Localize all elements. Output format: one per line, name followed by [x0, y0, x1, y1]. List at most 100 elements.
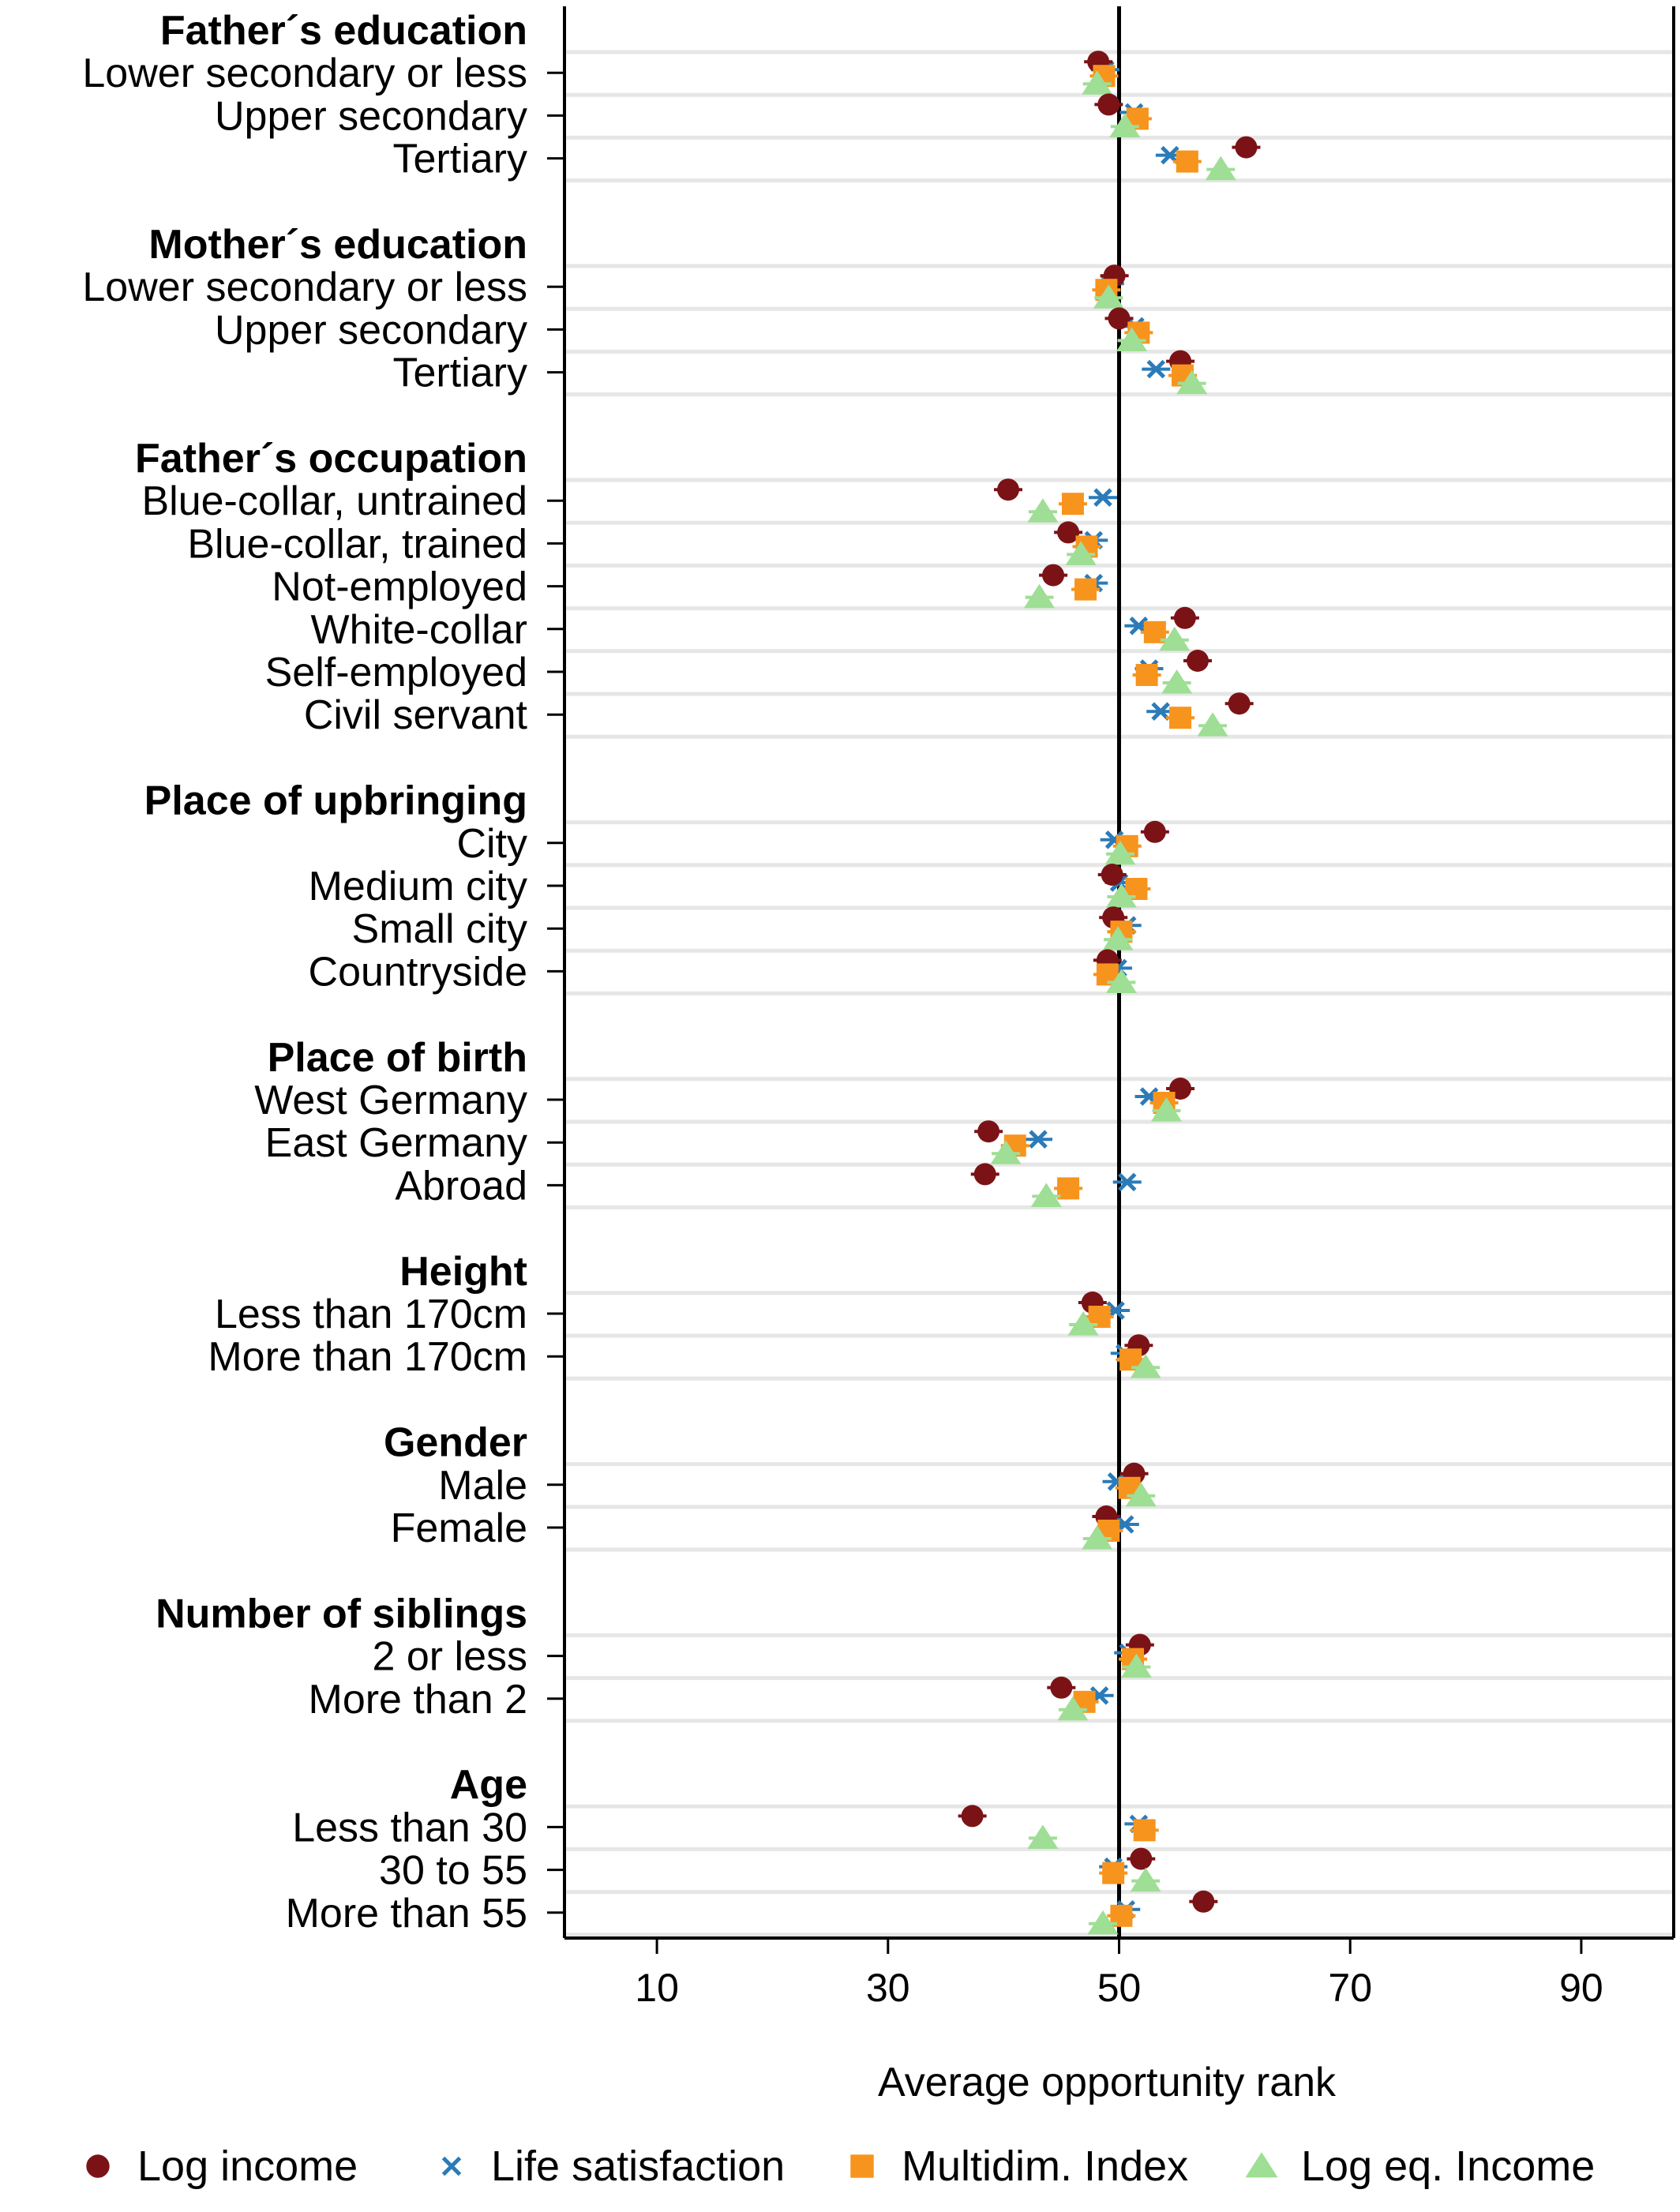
row-label-age-less-than-30: Less than 30 — [292, 1805, 527, 1850]
point-log-eq-income-place-of-birth-east-germany — [990, 1140, 1022, 1164]
row-label-father-s-occupation-civil-servant: Civil servant — [304, 692, 528, 738]
point-log-eq-income-height-less-than-170cm — [1067, 1311, 1099, 1336]
x-tick-label: 10 — [635, 1966, 679, 2010]
point-log-eq-income-age-more-than-55 — [1087, 1910, 1119, 1935]
row-label-father-s-education-upper-secondary: Upper secondary — [215, 93, 527, 139]
point-log-eq-income-father-s-occupation-blue-collar-untrained — [1027, 498, 1059, 523]
point-log-eq-income-place-of-birth-abroad — [1030, 1183, 1062, 1207]
row-label-father-s-occupation-not-employed: Not-employed — [272, 564, 527, 610]
point-multidim-index-age-30-to-55 — [1102, 1861, 1125, 1884]
point-log-eq-income-age-less-than-30 — [1027, 1824, 1059, 1849]
data-marks — [958, 51, 1261, 1935]
point-log-income-mother-s-education-upper-secondary — [1108, 307, 1131, 330]
group-title-mother-s-education: Mother´s education — [148, 222, 527, 268]
legend-label-multidim-index: Multidim. Index — [902, 2143, 1188, 2190]
point-multidim-index-father-s-education-tertiary — [1176, 150, 1198, 173]
row-label-place-of-upbringing-countryside: Countryside — [309, 949, 527, 995]
point-life-satisfaction-place-of-birth-abroad — [1117, 1172, 1137, 1192]
point-log-income-father-s-occupation-blue-collar-trained — [1057, 521, 1080, 544]
legend-label-log-eq-income: Log eq. Income — [1301, 2143, 1595, 2190]
legend-marker-log-eq-income — [1245, 2152, 1278, 2178]
point-log-eq-income-number-of-siblings-more-than-2 — [1057, 1696, 1089, 1721]
point-log-income-father-s-occupation-self-employed — [1187, 650, 1209, 672]
row-label-father-s-education-tertiary: Tertiary — [393, 137, 527, 182]
row-label-height-more-than-170cm: More than 170cm — [208, 1334, 527, 1380]
legend-marker-multidim-index — [850, 2154, 874, 2178]
row-label-height-less-than-170cm: Less than 170cm — [215, 1292, 527, 1337]
point-multidim-index-place-of-birth-abroad — [1057, 1177, 1080, 1200]
point-log-eq-income-number-of-siblings-2-or-less — [1120, 1653, 1153, 1678]
legend-label-life-satisfaction: Life satisfaction — [491, 2143, 785, 2190]
point-log-income-age-less-than-30 — [961, 1805, 984, 1828]
point-multidim-index-father-s-occupation-blue-collar-untrained — [1061, 493, 1084, 516]
point-log-eq-income-place-of-upbringing-countryside — [1105, 969, 1137, 993]
group-title-number-of-siblings: Number of siblings — [156, 1591, 527, 1637]
point-log-income-father-s-education-upper-secondary — [1097, 93, 1120, 116]
x-tick-label: 70 — [1328, 1966, 1372, 2010]
x-tick-label: 50 — [1097, 1966, 1142, 2010]
point-log-eq-income-age-30-to-55 — [1130, 1867, 1161, 1892]
group-title-father-s-occupation: Father´s occupation — [135, 436, 527, 482]
row-label-age-more-than-55: More than 55 — [286, 1891, 527, 1936]
row-label-place-of-birth-west-germany: West Germany — [254, 1078, 527, 1123]
x-axis-ticks: 10 30 50 70 90 — [635, 1938, 1603, 2010]
point-log-income-age-more-than-55 — [1192, 1890, 1215, 1913]
point-log-income-place-of-birth-east-germany — [977, 1120, 1000, 1143]
category-labels: Father´s education Lower secondary or les… — [82, 8, 527, 1936]
point-life-satisfaction-father-s-occupation-blue-collar-untrained — [1093, 488, 1112, 507]
group-title-place-of-birth: Place of birth — [268, 1035, 527, 1081]
point-log-eq-income-gender-female — [1082, 1525, 1113, 1550]
point-log-eq-income-father-s-occupation-self-employed — [1161, 669, 1193, 694]
legend: Log income Life satisfaction Multidim. Ind… — [86, 2143, 1595, 2190]
point-multidim-index-father-s-occupation-civil-servant — [1169, 707, 1192, 729]
point-log-income-father-s-occupation-not-employed — [1042, 564, 1065, 587]
group-title-height: Height — [399, 1249, 527, 1295]
row-label-father-s-occupation-blue-collar-untrained: Blue-collar, untrained — [141, 478, 527, 524]
point-log-eq-income-father-s-education-upper-secondary — [1109, 113, 1141, 137]
row-label-mother-s-education-lower-secondary-or-less: Lower secondary or less — [82, 264, 527, 310]
row-label-place-of-upbringing-medium-city: Medium city — [309, 864, 527, 909]
row-label-father-s-occupation-self-employed: Self-employed — [265, 650, 527, 695]
row-label-father-s-occupation-blue-collar-trained: Blue-collar, trained — [187, 521, 527, 567]
point-log-eq-income-place-of-birth-west-germany — [1150, 1097, 1183, 1122]
point-life-satisfaction-place-of-birth-east-germany — [1029, 1130, 1048, 1149]
point-log-eq-income-mother-s-education-upper-secondary — [1116, 327, 1148, 351]
point-log-eq-income-height-more-than-170cm — [1130, 1354, 1161, 1378]
group-title-age: Age — [450, 1762, 527, 1808]
point-log-eq-income-father-s-education-tertiary — [1205, 156, 1236, 181]
point-log-income-number-of-siblings-more-than-2 — [1050, 1676, 1073, 1699]
point-log-eq-income-father-s-occupation-not-employed — [1023, 583, 1056, 609]
group-title-place-of-upbringing: Place of upbringing — [144, 778, 527, 824]
x-tick-label: 30 — [866, 1966, 910, 2010]
point-log-eq-income-gender-male — [1125, 1482, 1157, 1507]
point-life-satisfaction-mother-s-education-tertiary — [1146, 359, 1166, 379]
point-log-eq-income-place-of-upbringing-medium-city — [1105, 883, 1137, 908]
point-log-eq-income-father-s-occupation-blue-collar-trained — [1065, 541, 1097, 565]
point-multidim-index-age-less-than-30 — [1133, 1819, 1156, 1842]
point-log-income-place-of-upbringing-medium-city — [1101, 864, 1123, 886]
row-label-mother-s-education-upper-secondary: Upper secondary — [215, 307, 527, 353]
group-title-father-s-education: Father´s education — [160, 8, 527, 54]
row-label-gender-male: Male — [438, 1463, 527, 1509]
point-log-eq-income-place-of-upbringing-city — [1104, 840, 1136, 865]
row-label-age-30-to-55: 30 to 55 — [379, 1848, 527, 1894]
point-log-income-father-s-education-tertiary — [1235, 136, 1258, 159]
point-log-eq-income-mother-s-education-tertiary — [1176, 369, 1208, 395]
point-life-satisfaction-father-s-occupation-civil-servant — [1151, 702, 1170, 721]
point-log-eq-income-place-of-upbringing-small-city — [1102, 926, 1134, 950]
row-label-place-of-upbringing-small-city: Small city — [352, 906, 527, 952]
row-label-gender-female: Female — [391, 1505, 527, 1551]
point-multidim-index-father-s-occupation-not-employed — [1074, 578, 1097, 601]
point-log-income-father-s-occupation-blue-collar-untrained — [997, 478, 1019, 501]
point-log-income-place-of-birth-abroad — [973, 1163, 996, 1186]
row-label-place-of-birth-abroad: Abroad — [395, 1163, 527, 1209]
legend-marker-log-income — [86, 2154, 110, 2178]
point-log-eq-income-father-s-occupation-civil-servant — [1197, 712, 1228, 737]
point-log-income-father-s-occupation-civil-servant — [1228, 692, 1251, 715]
point-log-income-father-s-occupation-white-collar — [1173, 606, 1196, 629]
point-log-eq-income-mother-s-education-lower-secondary-or-less — [1093, 284, 1124, 309]
row-label-place-of-upbringing-city: City — [456, 821, 527, 867]
point-log-eq-income-father-s-education-lower-secondary-or-less — [1082, 70, 1113, 95]
row-label-father-s-occupation-white-collar: White-collar — [311, 607, 528, 653]
